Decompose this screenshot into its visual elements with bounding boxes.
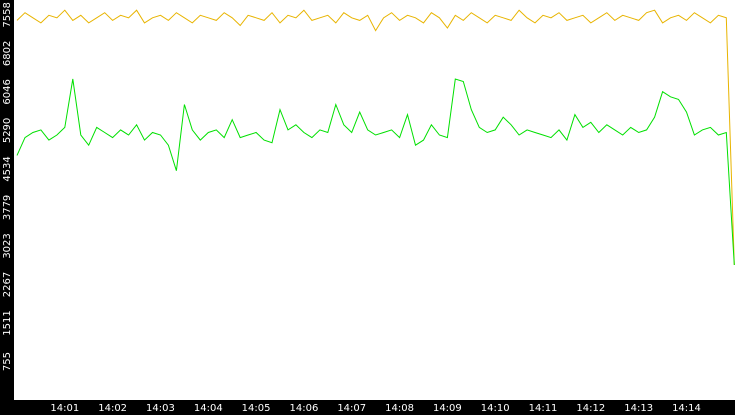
series-line — [16, 78, 735, 266]
x-tick-label: 14:03 — [146, 403, 175, 414]
series-line — [16, 9, 735, 266]
x-axis-bar — [0, 400, 735, 415]
x-tick-label: 14:05 — [242, 403, 271, 414]
y-tick-label: 6046 — [2, 79, 13, 104]
y-tick-label: 7558 — [2, 2, 13, 27]
x-tick-label: 14:11 — [529, 403, 558, 414]
x-tick-label: 14:10 — [481, 403, 510, 414]
x-tick-label: 14:09 — [433, 403, 462, 414]
x-tick-label: 14:06 — [290, 403, 319, 414]
x-tick-label: 14:08 — [385, 403, 414, 414]
y-tick-label: 755 — [2, 352, 13, 371]
x-tick-label: 14:13 — [624, 403, 653, 414]
y-tick-label: 3023 — [2, 233, 13, 258]
y-axis-bar — [0, 0, 14, 415]
x-tick-label: 14:12 — [576, 403, 605, 414]
y-tick-label: 3779 — [2, 195, 13, 220]
y-tick-label: 6802 — [2, 41, 13, 66]
x-tick-label: 14:04 — [194, 403, 223, 414]
x-tick-label: 14:01 — [50, 403, 79, 414]
y-tick-label: 1511 — [2, 310, 13, 335]
x-tick-label: 14:14 — [672, 403, 701, 414]
x-tick-label: 14:07 — [337, 403, 366, 414]
x-tick-label: 14:02 — [98, 403, 127, 414]
y-tick-label: 5290 — [2, 118, 13, 143]
y-tick-label: 4534 — [2, 156, 13, 181]
y-tick-label: 2267 — [2, 272, 13, 297]
